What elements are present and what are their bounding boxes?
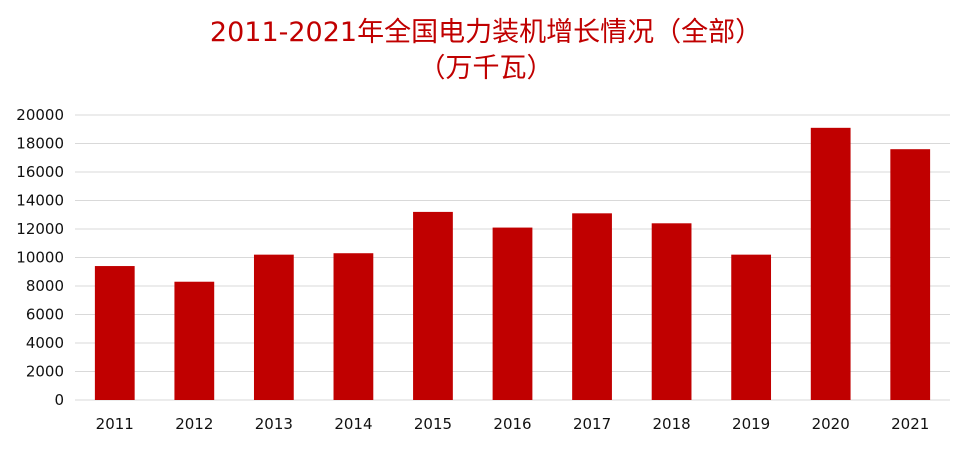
y-axis-ticks: 0 2000 4000 6000 8000 10000 12000 14000 16000 180… [16, 106, 64, 409]
bar-2017 [572, 213, 612, 400]
y-tick-label: 8000 [26, 277, 64, 295]
chart-subtitle: （万千瓦） [418, 53, 554, 84]
bar-2018 [651, 223, 692, 400]
x-tick-label: 2018 [652, 415, 690, 433]
x-tick-label: 2017 [573, 415, 611, 433]
bar-2015 [413, 211, 453, 400]
x-tick-label: 2014 [334, 415, 372, 433]
y-tick-label: 16000 [16, 163, 64, 181]
y-tick-label: 14000 [16, 192, 64, 210]
y-tick-label: 0 [54, 391, 64, 409]
x-tick-label: 2011 [96, 415, 134, 433]
x-tick-label: 2015 [414, 415, 452, 433]
x-tick-label: 2020 [812, 415, 850, 433]
bar-2020 [810, 127, 851, 400]
bars [94, 127, 931, 400]
bar-2016 [492, 227, 533, 400]
x-tick-label: 2019 [732, 415, 770, 433]
x-tick-label: 2016 [493, 415, 531, 433]
bar-2019 [731, 254, 772, 400]
bar-2013 [253, 254, 294, 400]
y-tick-label: 4000 [26, 334, 64, 352]
bar-2012 [174, 281, 215, 400]
y-tick-label: 18000 [16, 135, 64, 153]
y-tick-label: 6000 [26, 306, 64, 324]
y-tick-label: 12000 [16, 220, 64, 238]
chart-title: 2011-2021年全国电力装机增长情况（全部） [209, 17, 763, 48]
bar-2011 [94, 266, 135, 400]
bar-2021 [890, 149, 931, 400]
y-tick-label: 2000 [26, 363, 64, 381]
bar-2014 [333, 253, 374, 400]
y-tick-label: 20000 [16, 106, 64, 124]
x-axis-ticks: 2011 2012 2013 2014 2015 2016 2017 2018 2019 2020… [96, 415, 930, 433]
x-tick-label: 2012 [175, 415, 213, 433]
x-tick-label: 2013 [255, 415, 293, 433]
x-tick-label: 2021 [891, 415, 929, 433]
y-tick-label: 10000 [16, 249, 64, 267]
